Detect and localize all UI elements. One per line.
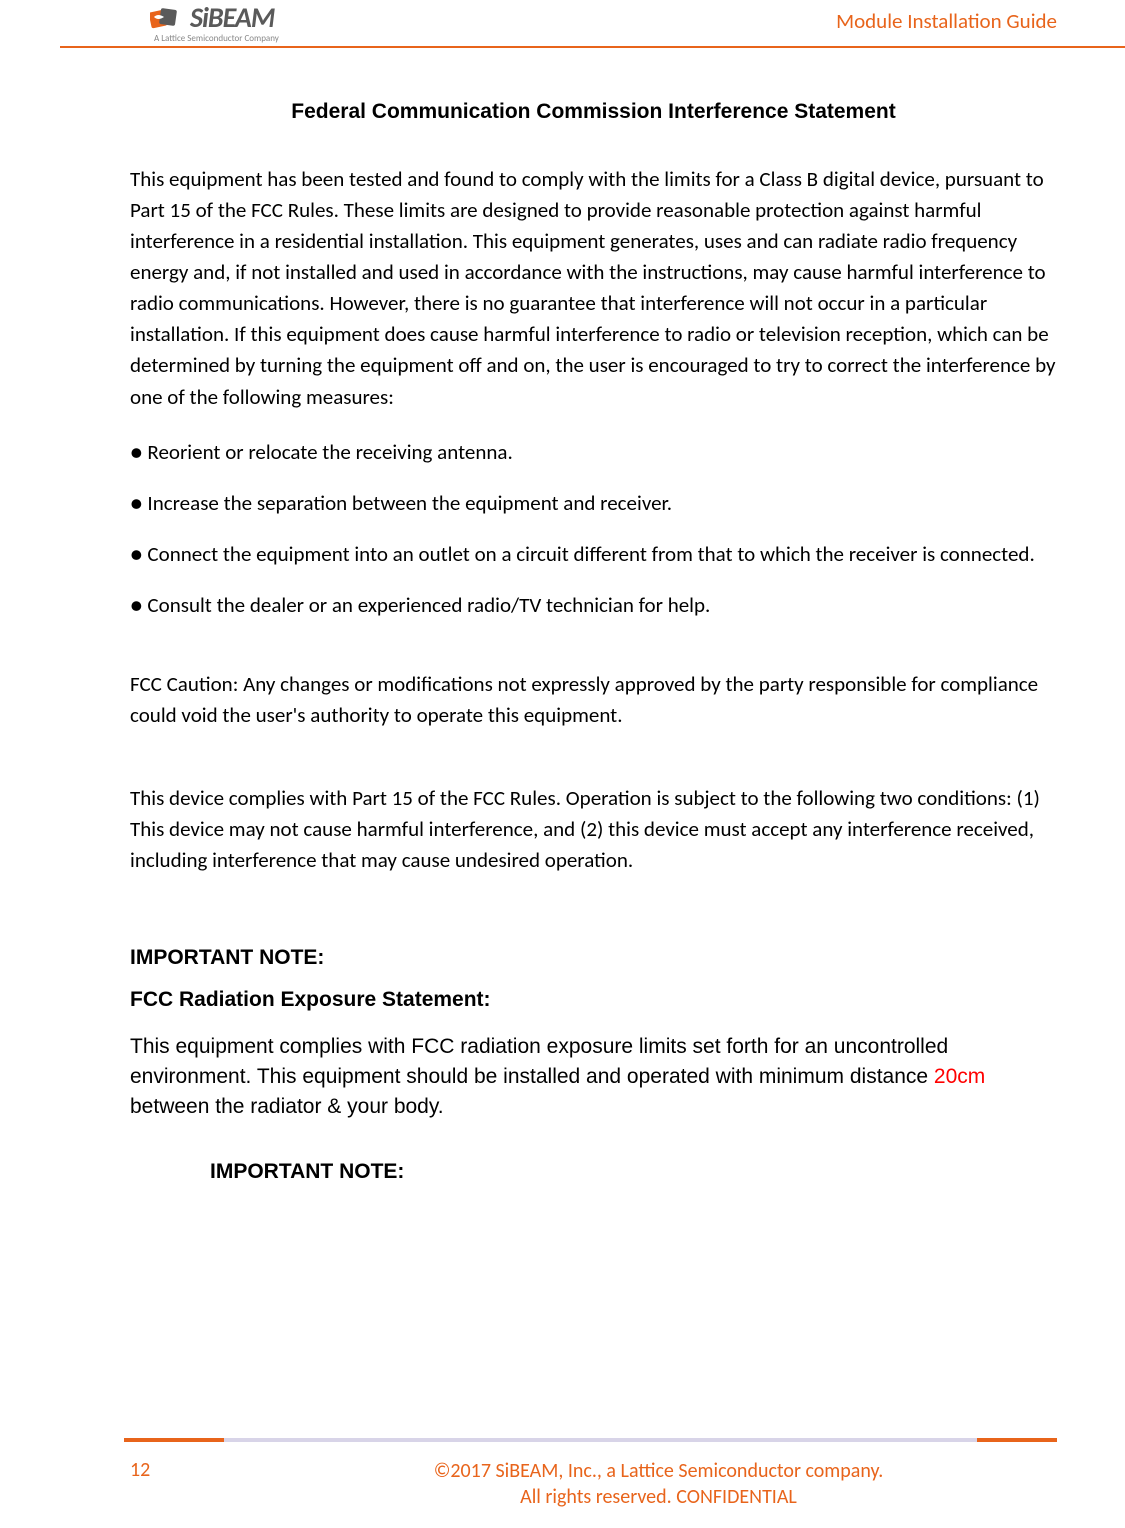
exposure-text-post: between the radiator & your body. xyxy=(130,1095,444,1118)
page-footer: 12 ©2017 SiBEAM, Inc., a Lattice Semicon… xyxy=(0,1438,1125,1528)
bullet-item: ● Reorient or relocate the receiving ant… xyxy=(130,437,1057,468)
fcc-radiation-heading: FCC Radiation Exposure Statement: xyxy=(130,988,1057,1012)
bullet-item: ● Connect the equipment into an outlet o… xyxy=(130,539,1057,570)
important-note-heading: IMPORTANT NOTE: xyxy=(130,946,1057,970)
exposure-paragraph: This equipment complies with FCC radiati… xyxy=(130,1032,1057,1121)
sibeam-logo-icon xyxy=(150,3,188,33)
logo-text: SiBEAM xyxy=(190,0,274,35)
important-note-heading-2: IMPORTANT NOTE: xyxy=(210,1160,1057,1184)
page-number: 12 xyxy=(130,1458,260,1482)
fcc-caution-paragraph: FCC Caution: Any changes or modification… xyxy=(130,669,1057,731)
intro-paragraph: This equipment has been tested and found… xyxy=(130,164,1057,413)
exposure-distance: 20cm xyxy=(934,1065,985,1088)
section-title: Federal Communication Commission Interfe… xyxy=(130,100,1057,124)
copyright-line-1: ©2017 SiBEAM, Inc., a Lattice Semiconduc… xyxy=(260,1458,1057,1484)
footer-rule xyxy=(124,1438,1057,1442)
logo-block: SiBEAM A Lattice Semiconductor Company xyxy=(130,0,279,44)
copyright-line-2: All rights reserved. CONFIDENTIAL xyxy=(260,1484,1057,1510)
page-header: SiBEAM A Lattice Semiconductor Company M… xyxy=(130,0,1057,44)
document-title: Module Installation Guide xyxy=(836,0,1057,34)
bullet-item: ● Increase the separation between the eq… xyxy=(130,488,1057,519)
bullet-item: ● Consult the dealer or an experienced r… xyxy=(130,590,1057,621)
page-content: Federal Communication Commission Interfe… xyxy=(130,48,1057,1184)
logo-tagline: A Lattice Semiconductor Company xyxy=(154,33,279,44)
compliance-paragraph: This device complies with Part 15 of the… xyxy=(130,783,1057,876)
exposure-text-pre: This equipment complies with FCC radiati… xyxy=(130,1035,948,1088)
copyright-block: ©2017 SiBEAM, Inc., a Lattice Semiconduc… xyxy=(260,1458,1057,1510)
